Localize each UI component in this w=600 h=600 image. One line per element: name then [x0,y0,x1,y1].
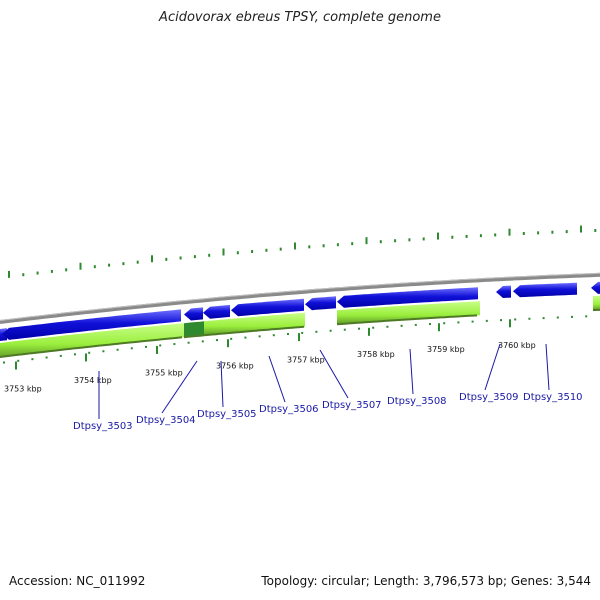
backbone-highlight [0,272,600,321]
scale-labels: 3753 kbp 3754 kbp 3755 kbp 3756 kbp 3757 kbp… [4,341,536,394]
tick-label: 3754 kbp [74,376,112,385]
cds-arrow [496,285,511,298]
tick-label: 3758 kbp [357,350,395,359]
gene-leader-line [545,343,550,391]
cds-block [204,312,305,336]
cds-arrow [337,287,478,308]
cds-block [593,295,600,311]
cds-block [184,321,204,338]
cds-edge [183,334,205,339]
gene-label: Dtpsy_3503 [73,421,133,432]
map-title: Acidovorax ebreus TPSY, complete genome [159,10,441,25]
gene-leader-line [409,348,414,395]
gene-label: Dtpsy_3506 [259,404,319,415]
cds-arrow [513,282,577,298]
gene-leader-line [268,355,286,403]
tick-label: 3759 kbp [427,345,465,354]
genome-backbone [0,272,600,324]
cds-block [337,301,480,325]
gene-label-leaders [98,343,550,419]
cds-arrow [591,281,600,294]
gene-label: Dtpsy_3510 [523,392,583,403]
reverse-cds-track [0,295,600,359]
cds-block [0,323,184,357]
cds-arrow [184,307,203,321]
gene-label: Dtpsy_3504 [136,415,196,426]
scale-ticks [3,315,588,370]
cds-edge [336,314,478,326]
tick-label: 3755 kbp [145,369,183,378]
tick-label: 3757 kbp [287,355,325,364]
tick-label: 3760 kbp [498,341,536,350]
backbone-line [0,272,600,324]
gene-label: Dtpsy_3507 [322,400,382,411]
gene-leader-line [161,360,198,414]
cds-arrow [2,309,181,340]
gene-label: Dtpsy_3509 [459,392,519,403]
forward-cds-track [0,281,600,341]
gene-leader-line [319,349,349,399]
gene-leader-line [484,343,501,391]
gc-skew-ticks [8,225,597,278]
tick-label: 3756 kbp [216,362,254,371]
accession-text: Accession: NC_011992 [9,574,146,588]
cds-edge [0,336,183,359]
gene-label: Dtpsy_3505 [197,409,257,420]
cds-arrow [203,304,230,319]
gene-label: Dtpsy_3508 [387,396,447,407]
gene-leader-line [220,360,224,408]
topology-summary: Topology: circular; Length: 3,796,573 bp… [261,574,591,588]
cds-arrow [305,296,336,311]
cds-edge [203,325,305,337]
tick-label: 3753 kbp [4,385,42,394]
cds-arrow [231,298,304,317]
